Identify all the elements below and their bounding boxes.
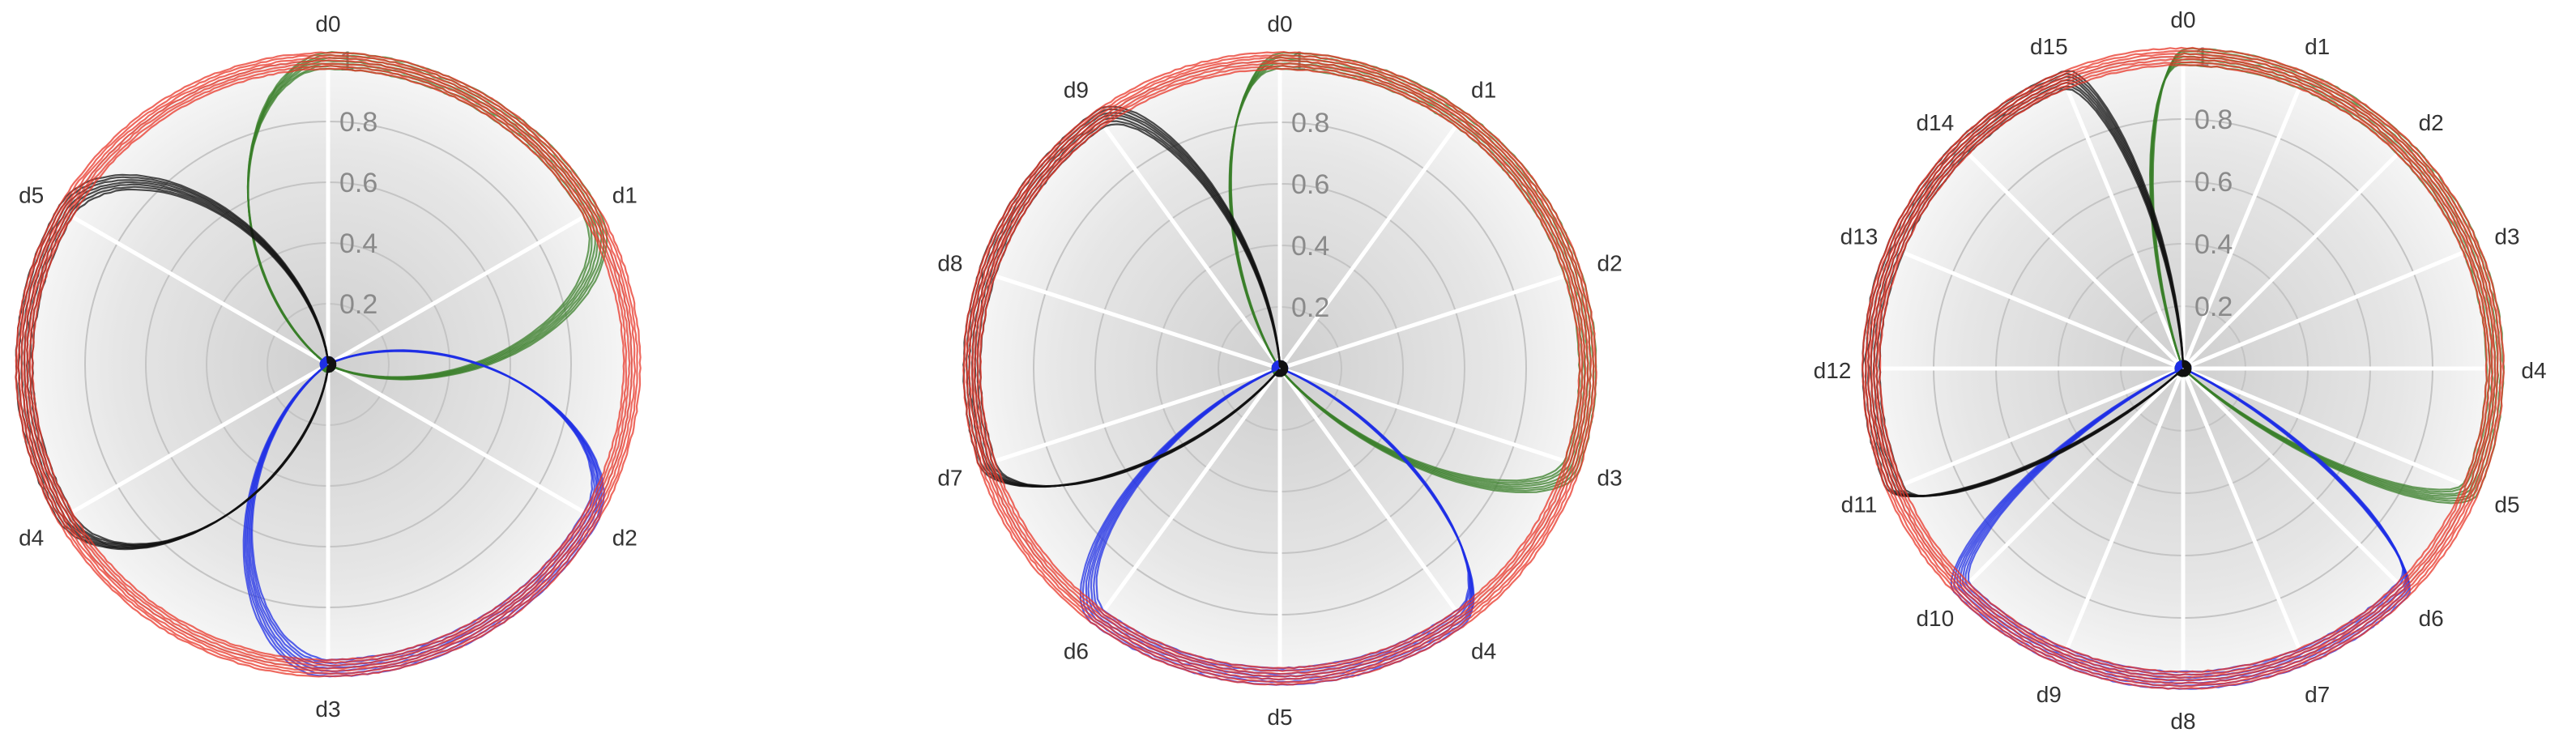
r-tick-label: 0.8 [2194, 104, 2233, 135]
axis-spoke [2182, 366, 2472, 490]
series-trace [976, 65, 1584, 672]
series-trace [20, 57, 637, 672]
axis-label-d5: d5 [1267, 705, 1292, 730]
series-3 [1861, 46, 2505, 690]
axis-label-d12: d12 [1814, 358, 1852, 383]
axis-spoke [1960, 146, 2185, 370]
r-tick-label: 0.8 [339, 107, 377, 138]
series-3 [15, 51, 642, 678]
axis-spoke [2182, 247, 2472, 371]
series-trace [962, 50, 1597, 686]
axis-spoke [63, 362, 330, 518]
axis-spoke [2181, 368, 2305, 658]
axis-spoke [2181, 367, 2406, 591]
series-trace [1875, 61, 2491, 676]
axis-label-d7: d7 [2305, 682, 2330, 707]
axis-spoke [1894, 247, 2184, 371]
axis-label-d2: d2 [1597, 251, 1623, 276]
r-tick-label: 0.6 [339, 168, 377, 198]
axis-label-d15: d15 [2030, 34, 2068, 59]
axis-label-d4: d4 [19, 526, 44, 551]
axis-spoke [63, 211, 330, 367]
r-tick-label: 0.8 [1291, 108, 1329, 138]
r-tick-label: 0.4 [2194, 229, 2233, 260]
series-trace [967, 56, 1593, 681]
axis-spoke [2062, 79, 2186, 369]
radar-chart-3: 0.20.40.60.81d0d1d2d3d4d5d6d7d8d9d10d11d… [1814, 7, 2547, 734]
axis-label-d4: d4 [1471, 638, 1496, 663]
axis-spoke [326, 362, 593, 518]
r-tick-label: 0.2 [1291, 292, 1329, 323]
axis-label-d9: d9 [1064, 78, 1089, 103]
axis-label-d11: d11 [1841, 492, 1878, 518]
series-3 [962, 50, 1597, 686]
series-trace [26, 62, 631, 667]
series-trace [1873, 58, 2494, 679]
axis-label-d8: d8 [2170, 709, 2195, 734]
axis-spoke [326, 211, 593, 367]
axis-label-d2: d2 [612, 526, 638, 551]
series-trace [23, 59, 633, 670]
series-trace [1861, 46, 2505, 690]
axis-label-d5: d5 [2494, 492, 2519, 518]
axis-label-d6: d6 [1064, 638, 1089, 663]
r-tick-label: 0.2 [339, 289, 377, 320]
axis-label-d3: d3 [315, 696, 340, 722]
axis-label-d14: d14 [1916, 110, 1954, 135]
series-trace [979, 67, 1581, 670]
series-trace [1879, 64, 2489, 673]
series-trace [1867, 52, 2499, 684]
axis-label-d0: d0 [1267, 11, 1292, 36]
axis-spoke [1960, 367, 2185, 591]
axis-spoke [2181, 79, 2305, 369]
series-trace [28, 65, 628, 664]
r-tick-label: 0.4 [339, 228, 377, 259]
axis-label-d5: d5 [19, 183, 44, 208]
axis-spoke [1279, 366, 1574, 466]
r-tick-label: 0.4 [1291, 231, 1329, 262]
axis-label-d13: d13 [1840, 224, 1879, 249]
r-tick-label: 0.6 [2194, 167, 2233, 198]
axis-spoke [1279, 271, 1574, 371]
axis-label-d7: d7 [937, 465, 962, 490]
axis-label-d1: d1 [2305, 34, 2330, 59]
axis-spoke [1277, 367, 1463, 619]
axis-spoke [1097, 118, 1282, 370]
axis-label-d4: d4 [2521, 358, 2546, 383]
axis-label-d2: d2 [2419, 110, 2444, 135]
series-trace [1870, 55, 2497, 682]
axis-spoke [1277, 118, 1463, 370]
axis-label-d3: d3 [2494, 224, 2519, 249]
axis-spoke [2062, 368, 2186, 658]
series-trace [17, 54, 638, 675]
series-trace [965, 53, 1595, 684]
series-trace [970, 59, 1589, 678]
axis-label-d6: d6 [2419, 606, 2444, 631]
r-tick-label: 0.2 [2194, 292, 2233, 322]
axis-label-d1: d1 [1471, 78, 1496, 103]
axis-spoke [986, 271, 1281, 371]
axis-label-d3: d3 [1597, 465, 1623, 490]
series-trace [15, 51, 642, 678]
axis-spoke [1097, 367, 1282, 619]
axis-label-d1: d1 [612, 183, 638, 208]
axis-label-d10: d10 [1916, 606, 1954, 631]
axis-label-d9: d9 [2036, 682, 2062, 707]
series-trace [973, 62, 1587, 675]
r-tick-label: 0.6 [1291, 169, 1329, 200]
axis-label-d0: d0 [315, 11, 340, 36]
series-trace [1864, 49, 2502, 688]
axis-spoke [986, 366, 1281, 466]
series-trace [31, 67, 625, 662]
axis-label-d0: d0 [2170, 7, 2195, 32]
axis-spoke [2181, 146, 2406, 370]
axis-spoke [1894, 366, 2184, 490]
axis-label-d8: d8 [937, 251, 962, 276]
